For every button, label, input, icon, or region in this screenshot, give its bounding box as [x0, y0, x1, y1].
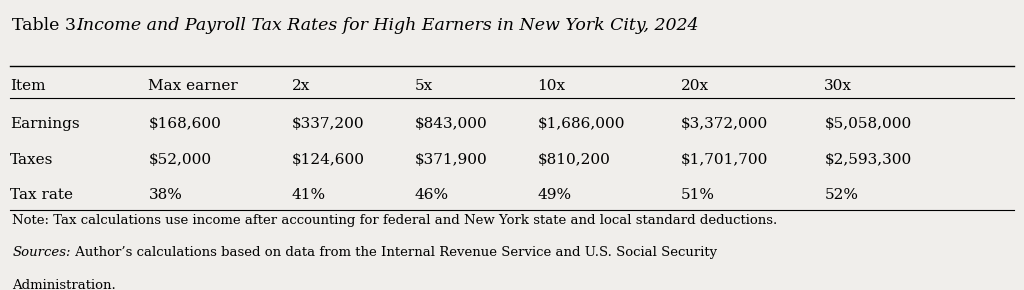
- Text: 46%: 46%: [415, 188, 449, 202]
- Text: 5x: 5x: [415, 79, 433, 93]
- Text: $843,000: $843,000: [415, 117, 487, 131]
- Text: 2x: 2x: [292, 79, 310, 93]
- Text: Table 3.: Table 3.: [12, 17, 87, 34]
- Text: Taxes: Taxes: [10, 153, 53, 167]
- Text: $5,058,000: $5,058,000: [824, 117, 911, 131]
- Text: $52,000: $52,000: [148, 153, 212, 167]
- Text: $337,200: $337,200: [292, 117, 365, 131]
- Text: Administration.: Administration.: [12, 280, 116, 290]
- Text: 10x: 10x: [538, 79, 565, 93]
- Text: Item: Item: [10, 79, 46, 93]
- Text: $2,593,300: $2,593,300: [824, 153, 911, 167]
- Text: $168,600: $168,600: [148, 117, 221, 131]
- Text: $371,900: $371,900: [415, 153, 487, 167]
- Text: $810,200: $810,200: [538, 153, 610, 167]
- Text: 41%: 41%: [292, 188, 326, 202]
- Text: Sources:: Sources:: [12, 246, 71, 259]
- Text: 30x: 30x: [824, 79, 852, 93]
- Text: 51%: 51%: [681, 188, 715, 202]
- Text: $1,701,700: $1,701,700: [681, 153, 768, 167]
- Text: Max earner: Max earner: [148, 79, 239, 93]
- Text: 52%: 52%: [824, 188, 858, 202]
- Text: $124,600: $124,600: [292, 153, 365, 167]
- Text: 38%: 38%: [148, 188, 182, 202]
- Text: 49%: 49%: [538, 188, 571, 202]
- Text: $1,686,000: $1,686,000: [538, 117, 625, 131]
- Text: Income and Payroll Tax Rates for High Earners in New York City, 2024: Income and Payroll Tax Rates for High Ea…: [76, 17, 698, 34]
- Text: Author’s calculations based on data from the Internal Revenue Service and U.S. S: Author’s calculations based on data from…: [71, 246, 717, 259]
- Text: $3,372,000: $3,372,000: [681, 117, 768, 131]
- Text: 20x: 20x: [681, 79, 709, 93]
- Text: Tax rate: Tax rate: [10, 188, 74, 202]
- Text: Earnings: Earnings: [10, 117, 80, 131]
- Text: Note: Tax calculations use income after accounting for federal and New York stat: Note: Tax calculations use income after …: [12, 214, 777, 227]
